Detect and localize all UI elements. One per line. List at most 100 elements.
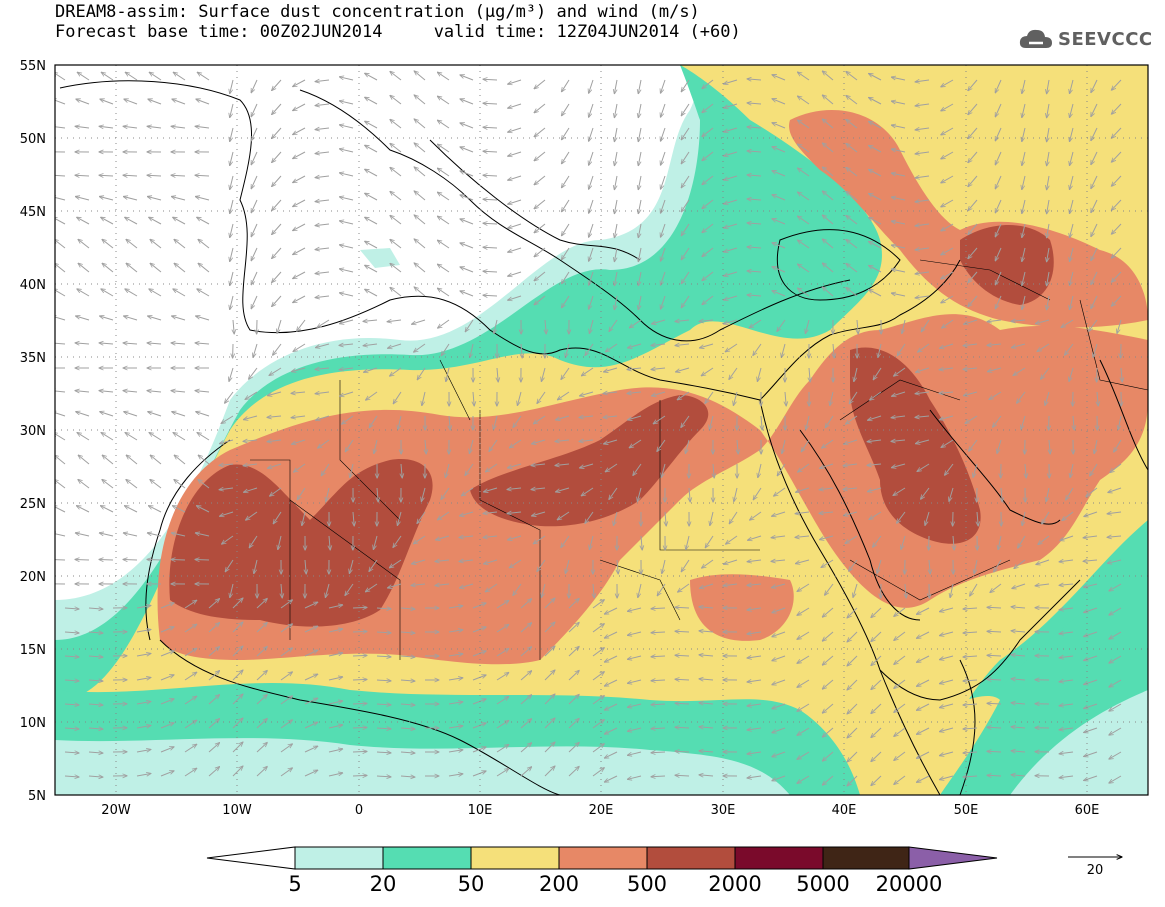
- wind-arrow: [723, 584, 738, 586]
- wind-arrow: [534, 199, 546, 209]
- wind-arrow: [1091, 199, 1098, 213]
- wind-arrow: [822, 191, 834, 201]
- wind-arrow: [483, 536, 498, 538]
- wind-arrow: [520, 623, 532, 633]
- wind-arrow: [995, 151, 1002, 165]
- wind-arrow: [249, 367, 258, 379]
- wind-arrow: [280, 600, 292, 609]
- wind-arrow: [675, 607, 690, 608]
- wind-arrow: [390, 71, 402, 81]
- wind-arrow: [126, 239, 138, 249]
- wind-arrow: [589, 175, 594, 189]
- wind-arrow: [868, 415, 882, 420]
- wind-arrow: [562, 127, 570, 140]
- wind-arrow: [915, 296, 930, 298]
- wind-arrow: [1011, 320, 1026, 321]
- wind-arrow: [437, 96, 450, 105]
- wind-arrow: [465, 319, 474, 332]
- wind-arrow: [939, 368, 954, 370]
- wind-arrow: [269, 367, 282, 375]
- wind-arrow: [55, 506, 66, 513]
- wind-arrow: [628, 343, 642, 348]
- wind-arrow: [995, 247, 1002, 261]
- wind-arrow: [1111, 223, 1122, 234]
- wind-arrow: [844, 439, 858, 444]
- wind-arrow: [339, 173, 354, 177]
- wind-arrow: [436, 535, 450, 540]
- wind-arrow: [869, 146, 882, 153]
- wind-arrow: [534, 151, 546, 161]
- wind-arrow: [651, 368, 666, 370]
- wind-arrow: [702, 175, 714, 185]
- colorbar-segment: [470, 846, 560, 870]
- wind-arrow: [398, 415, 402, 430]
- wind-arrow: [64, 608, 79, 609]
- wind-arrow: [579, 416, 594, 418]
- wind-arrow: [325, 583, 330, 598]
- wind-arrow: [822, 95, 834, 105]
- wind-arrow: [531, 464, 546, 466]
- wind-arrow: [304, 602, 318, 609]
- wind-arrow: [846, 120, 858, 129]
- wind-arrow: [1110, 463, 1122, 473]
- wind-arrow: [724, 271, 738, 276]
- wind-arrow: [677, 391, 690, 400]
- wind-arrow: [604, 439, 618, 444]
- wind-arrow: [400, 608, 415, 609]
- wind-arrow: [272, 247, 282, 259]
- wind-arrow: [998, 535, 1002, 550]
- wind-arrow: [534, 271, 546, 281]
- wind-arrow: [483, 223, 498, 224]
- wind-arrow: [846, 72, 858, 81]
- wind-arrow: [390, 191, 402, 201]
- wind-arrow: [438, 319, 450, 328]
- wind-arrow: [353, 511, 354, 526]
- wind-arrow: [870, 391, 882, 400]
- wind-arrow: [101, 72, 114, 81]
- wind-arrow: [604, 367, 618, 372]
- wind-arrow: [339, 245, 354, 249]
- colorbar-label: 200: [539, 872, 579, 896]
- wind-arrow: [150, 239, 162, 249]
- colorbar-label: 500: [627, 872, 667, 896]
- wind-arrow: [702, 151, 714, 161]
- wind-arrow: [254, 559, 258, 574]
- wind-arrow: [292, 367, 306, 372]
- wind-arrow: [195, 175, 210, 176]
- wind-arrow: [460, 75, 474, 81]
- wind-arrow: [772, 99, 786, 105]
- wind-arrow: [699, 320, 714, 322]
- wind-arrow: [100, 316, 114, 321]
- wind-arrow: [494, 319, 498, 334]
- wind-arrow: [891, 77, 906, 81]
- wind-arrow: [340, 391, 354, 396]
- wind-arrow: [508, 463, 522, 468]
- wind-arrow: [604, 631, 618, 638]
- wind-arrow: [126, 455, 138, 465]
- wind-arrow: [460, 583, 474, 588]
- wind-arrow: [414, 143, 426, 153]
- wind-arrow: [293, 103, 306, 111]
- wind-arrow: [1022, 103, 1026, 118]
- wind-arrow: [533, 415, 546, 424]
- wind-arrow: [437, 72, 450, 81]
- wind-arrow: [1047, 175, 1049, 190]
- wind-arrow: [329, 535, 330, 550]
- wind-arrow: [513, 415, 522, 428]
- wind-arrow: [249, 535, 258, 548]
- wind-arrow: [1091, 175, 1098, 189]
- wind-arrow: [293, 151, 306, 159]
- wind-arrow: [315, 392, 330, 394]
- wind-arrow: [798, 264, 810, 273]
- wind-arrow: [614, 295, 617, 310]
- wind-arrow: [147, 197, 162, 201]
- wind-arrow: [532, 511, 546, 516]
- wind-arrow: [517, 391, 522, 406]
- wind-arrow: [1070, 199, 1074, 214]
- wind-arrow: [629, 319, 642, 328]
- wind-arrow: [917, 607, 930, 614]
- wind-arrow: [365, 121, 378, 129]
- wind-arrow: [968, 79, 978, 91]
- wind-arrow: [724, 199, 738, 204]
- wind-arrow: [830, 391, 834, 406]
